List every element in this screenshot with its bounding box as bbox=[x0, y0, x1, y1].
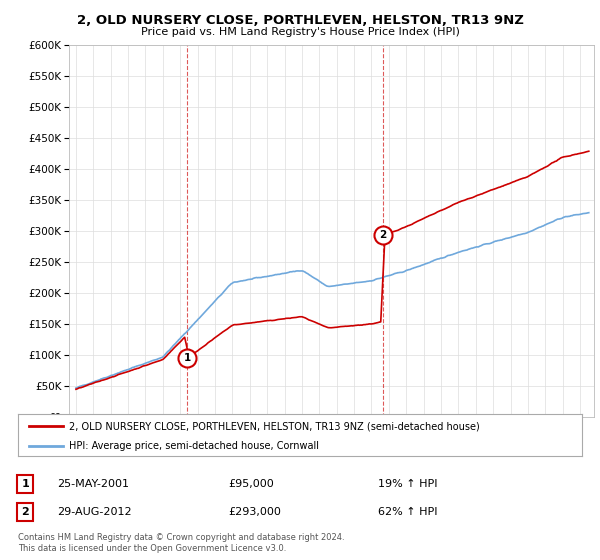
Text: 25-MAY-2001: 25-MAY-2001 bbox=[57, 479, 129, 489]
Text: 2, OLD NURSERY CLOSE, PORTHLEVEN, HELSTON, TR13 9NZ: 2, OLD NURSERY CLOSE, PORTHLEVEN, HELSTO… bbox=[77, 14, 523, 27]
Text: £293,000: £293,000 bbox=[228, 507, 281, 517]
Text: £95,000: £95,000 bbox=[228, 479, 274, 489]
Text: 2: 2 bbox=[379, 230, 386, 240]
Text: 62% ↑ HPI: 62% ↑ HPI bbox=[378, 507, 437, 517]
Text: 2, OLD NURSERY CLOSE, PORTHLEVEN, HELSTON, TR13 9NZ (semi-detached house): 2, OLD NURSERY CLOSE, PORTHLEVEN, HELSTO… bbox=[69, 421, 479, 431]
Text: 1: 1 bbox=[21, 479, 29, 489]
Text: HPI: Average price, semi-detached house, Cornwall: HPI: Average price, semi-detached house,… bbox=[69, 441, 319, 451]
Text: 19% ↑ HPI: 19% ↑ HPI bbox=[378, 479, 437, 489]
Text: This data is licensed under the Open Government Licence v3.0.: This data is licensed under the Open Gov… bbox=[18, 544, 286, 553]
Text: 1: 1 bbox=[184, 353, 191, 363]
Text: 2: 2 bbox=[21, 507, 29, 517]
Text: Price paid vs. HM Land Registry's House Price Index (HPI): Price paid vs. HM Land Registry's House … bbox=[140, 27, 460, 37]
Text: 29-AUG-2012: 29-AUG-2012 bbox=[57, 507, 131, 517]
Text: Contains HM Land Registry data © Crown copyright and database right 2024.: Contains HM Land Registry data © Crown c… bbox=[18, 533, 344, 542]
